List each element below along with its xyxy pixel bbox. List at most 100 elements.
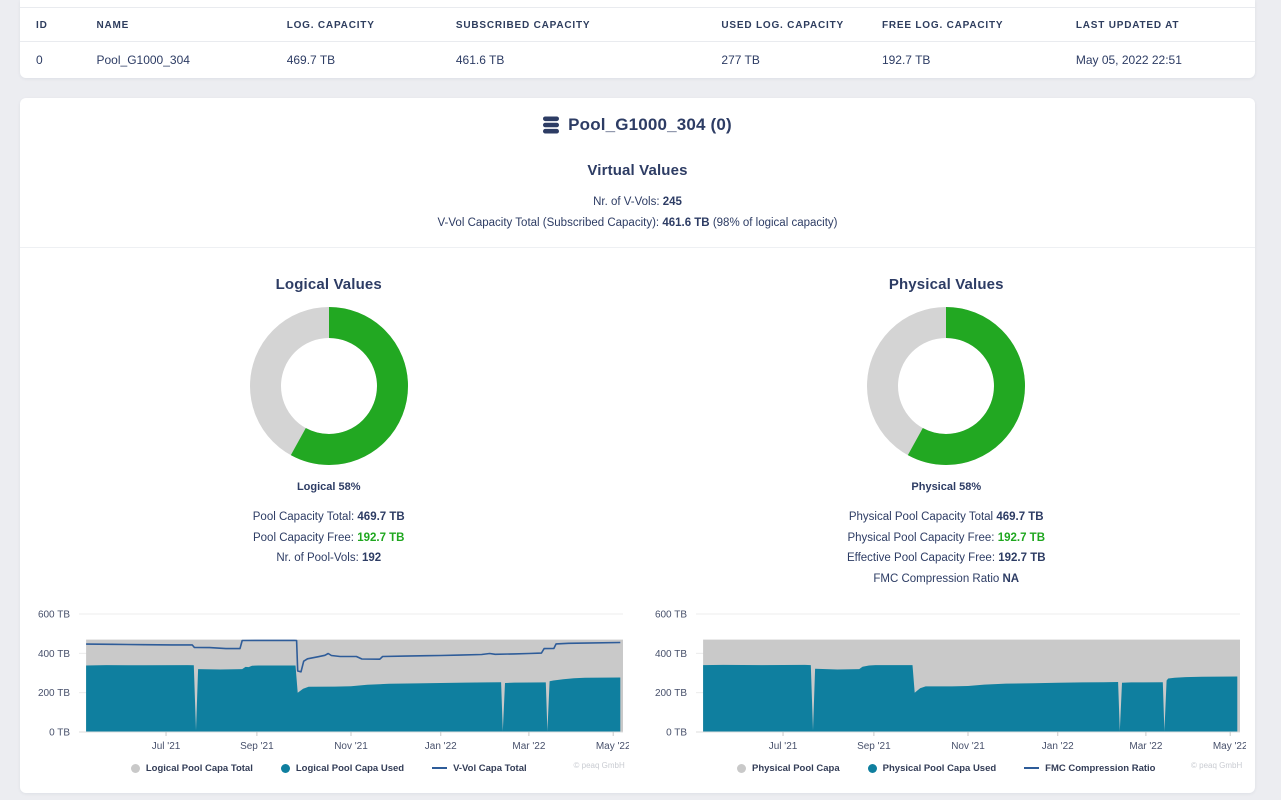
column-header-log-capacity[interactable]: LOG. CAPACITY — [270, 8, 440, 42]
vvols-count-line: Nr. of V-Vols: 245 — [20, 196, 1255, 208]
vvol-capacity-line: V-Vol Capacity Total (Subscribed Capacit… — [20, 217, 1255, 229]
legend-label: Logical Pool Capa Total — [145, 762, 253, 774]
pool-detail-card: Pool_G1000_304 (0) Virtual Values Nr. of… — [20, 98, 1255, 793]
column-header-subscribed-capacity[interactable]: SUBSCRIBED CAPACITY — [439, 8, 706, 42]
stat-physical-capacity-total: Physical Pool Capacity Total 469.7 TB — [638, 511, 1256, 523]
vvol-capacity-suffix: (98% of logical capacity) — [712, 217, 838, 229]
svg-text:200 TB: 200 TB — [655, 688, 687, 699]
physical-donut-label: Physical 58% — [911, 481, 982, 493]
teal-dot-icon — [867, 763, 877, 773]
legend-label: V-Vol Capa Total — [453, 762, 527, 774]
stat-label: Physical Pool Capacity Free: — [847, 531, 995, 544]
svg-text:Sep '21: Sep '21 — [857, 741, 891, 752]
table-row[interactable]: 0 Pool_G1000_304 469.7 TB 461.6 TB 277 T… — [20, 42, 1255, 79]
pool-title: Pool_G1000_304 (0) — [568, 115, 732, 134]
svg-text:200 TB: 200 TB — [38, 688, 70, 699]
legend-item-logical-total[interactable]: Logical Pool Capa Total — [130, 762, 253, 774]
stat-value: 192.7 TB — [357, 531, 405, 544]
vvols-count-label: Nr. of V-Vols: — [593, 196, 660, 208]
cell-last-updated-at: May 05, 2022 22:51 — [1075, 53, 1182, 67]
svg-text:May '22: May '22 — [1213, 741, 1246, 752]
svg-text:Jul '21: Jul '21 — [769, 741, 798, 752]
cell-free-log-capacity: 192.7 TB — [881, 53, 931, 67]
logical-donut-wrap — [20, 306, 638, 471]
logical-values-column: Logical Values Logical 58% Pool Capacity… — [20, 248, 638, 777]
svg-text:Jul '21: Jul '21 — [151, 741, 180, 752]
stat-effective-capacity-free: Effective Pool Capacity Free: 192.7 TB — [638, 552, 1256, 564]
stat-label: Effective Pool Capacity Free: — [846, 552, 996, 564]
legend-item-physical-total[interactable]: Physical Pool Capa — [737, 763, 840, 774]
legend-item-physical-used[interactable]: Physical Pool Capa Used — [867, 762, 997, 774]
stat-pool-capacity-free: Pool Capacity Free: 192.7 TB — [20, 532, 638, 544]
stat-value: 469.7 TB — [996, 511, 1044, 523]
stat-label: Nr. of Pool-Vols: — [276, 552, 359, 564]
legend-item-vvol-total[interactable]: V-Vol Capa Total — [432, 763, 527, 774]
teal-dot-icon — [280, 763, 290, 773]
physical-chart-legend: Physical Pool Capa Physical Pool Capa Us… — [646, 759, 1246, 777]
cell-name: Pool_G1000_304 — [96, 53, 190, 67]
virtual-values-heading: Virtual Values — [587, 162, 688, 179]
svg-text:0 TB: 0 TB — [49, 728, 70, 739]
table-header-row: ID NAME LOG. CAPACITY SUBSCRIBED CAPACIT… — [20, 8, 1255, 42]
physical-usage-donut-chart[interactable] — [866, 306, 1026, 466]
svg-text:Jan '22: Jan '22 — [425, 741, 457, 752]
copyright-note: © peaq GmbH — [573, 761, 625, 770]
logical-history-block: 0 TB 200 TB 400 TB 600 TB Jul '21 Sep '21 Nov … — [29, 607, 629, 777]
logical-history-chart[interactable]: 0 TB 200 TB 400 TB 600 TB Jul '21 Sep '21 Nov … — [29, 607, 629, 759]
stat-physical-capacity-free: Physical Pool Capacity Free: 192.7 TB — [638, 532, 1256, 544]
stat-value: 192 — [361, 552, 382, 564]
legend-label: Logical Pool Capa Used — [295, 762, 405, 774]
svg-text:Nov '21: Nov '21 — [951, 741, 985, 752]
legend-label: FMC Compression Ratio — [1045, 762, 1156, 774]
vvol-capacity-value: 461.6 TB — [662, 217, 710, 229]
svg-text:400 TB: 400 TB — [655, 649, 687, 660]
stat-label: Pool Capacity Total: — [252, 511, 355, 523]
svg-text:0 TB: 0 TB — [666, 728, 687, 739]
vvols-count-value: 245 — [662, 196, 682, 208]
cell-log-capacity: 469.7 TB — [286, 53, 336, 67]
logical-donut-label: Logical 58% — [296, 481, 361, 493]
svg-text:600 TB: 600 TB — [655, 610, 687, 621]
legend-label: Physical Pool Capa — [752, 762, 840, 774]
section-divider — [20, 247, 1255, 248]
copyright-note: © peaq GmbH — [1191, 761, 1243, 770]
legend-label: Physical Pool Capa Used — [882, 762, 997, 774]
stat-fmc-compression-ratio: FMC Compression Ratio NA — [638, 573, 1256, 585]
pool-table-card: ID NAME LOG. CAPACITY SUBSCRIBED CAPACIT… — [20, 0, 1255, 78]
svg-text:Mar '22: Mar '22 — [512, 741, 545, 752]
gray-dot-icon — [130, 763, 140, 773]
svg-text:Mar '22: Mar '22 — [1130, 741, 1163, 752]
table-previous-row-edge — [20, 0, 1255, 8]
svg-text:Sep '21: Sep '21 — [240, 741, 274, 752]
line-swatch-icon — [432, 767, 448, 769]
svg-text:Jan '22: Jan '22 — [1042, 741, 1074, 752]
column-header-used-log-capacity[interactable]: USED LOG. CAPACITY — [705, 8, 866, 42]
svg-text:400 TB: 400 TB — [38, 649, 70, 660]
column-header-name[interactable]: NAME — [80, 8, 271, 42]
logical-stats: Pool Capacity Total: 469.7 TB Pool Capac… — [20, 511, 638, 603]
legend-item-fmc-ratio[interactable]: FMC Compression Ratio — [1024, 763, 1155, 774]
pool-table: ID NAME LOG. CAPACITY SUBSCRIBED CAPACIT… — [20, 8, 1255, 78]
logical-values-heading: Logical Values — [275, 276, 382, 293]
svg-text:600 TB: 600 TB — [38, 610, 70, 621]
physical-values-column: Physical Values Physical 58% Physical Po… — [638, 248, 1256, 777]
physical-values-heading: Physical Values — [888, 276, 1004, 293]
values-columns: Logical Values Logical 58% Pool Capacity… — [20, 248, 1255, 777]
logical-usage-donut-chart[interactable] — [249, 306, 409, 466]
stat-pool-vols-count: Nr. of Pool-Vols: 192 — [20, 552, 638, 564]
stat-value: 469.7 TB — [357, 511, 405, 523]
physical-donut-wrap — [638, 306, 1256, 471]
physical-history-block: 0 TB 200 TB 400 TB 600 TB Jul '21 Sep '21 Nov … — [646, 607, 1246, 777]
column-header-last-updated-at[interactable]: LAST UPDATED AT — [1059, 8, 1255, 42]
gray-dot-icon — [737, 763, 746, 773]
column-header-free-log-capacity[interactable]: FREE LOG. CAPACITY — [865, 8, 1060, 42]
legend-item-logical-used[interactable]: Logical Pool Capa Used — [280, 762, 405, 774]
column-header-id[interactable]: ID — [20, 8, 81, 42]
stat-value: 192.7 TB — [997, 531, 1046, 544]
cell-used-log-capacity: 277 TB — [721, 53, 760, 67]
svg-text:May '22: May '22 — [596, 741, 629, 752]
stat-label: Pool Capacity Free: — [252, 531, 354, 544]
physical-history-chart[interactable]: 0 TB 200 TB 400 TB 600 TB Jul '21 Sep '21 Nov … — [646, 607, 1246, 759]
svg-text:Nov '21: Nov '21 — [334, 741, 368, 752]
